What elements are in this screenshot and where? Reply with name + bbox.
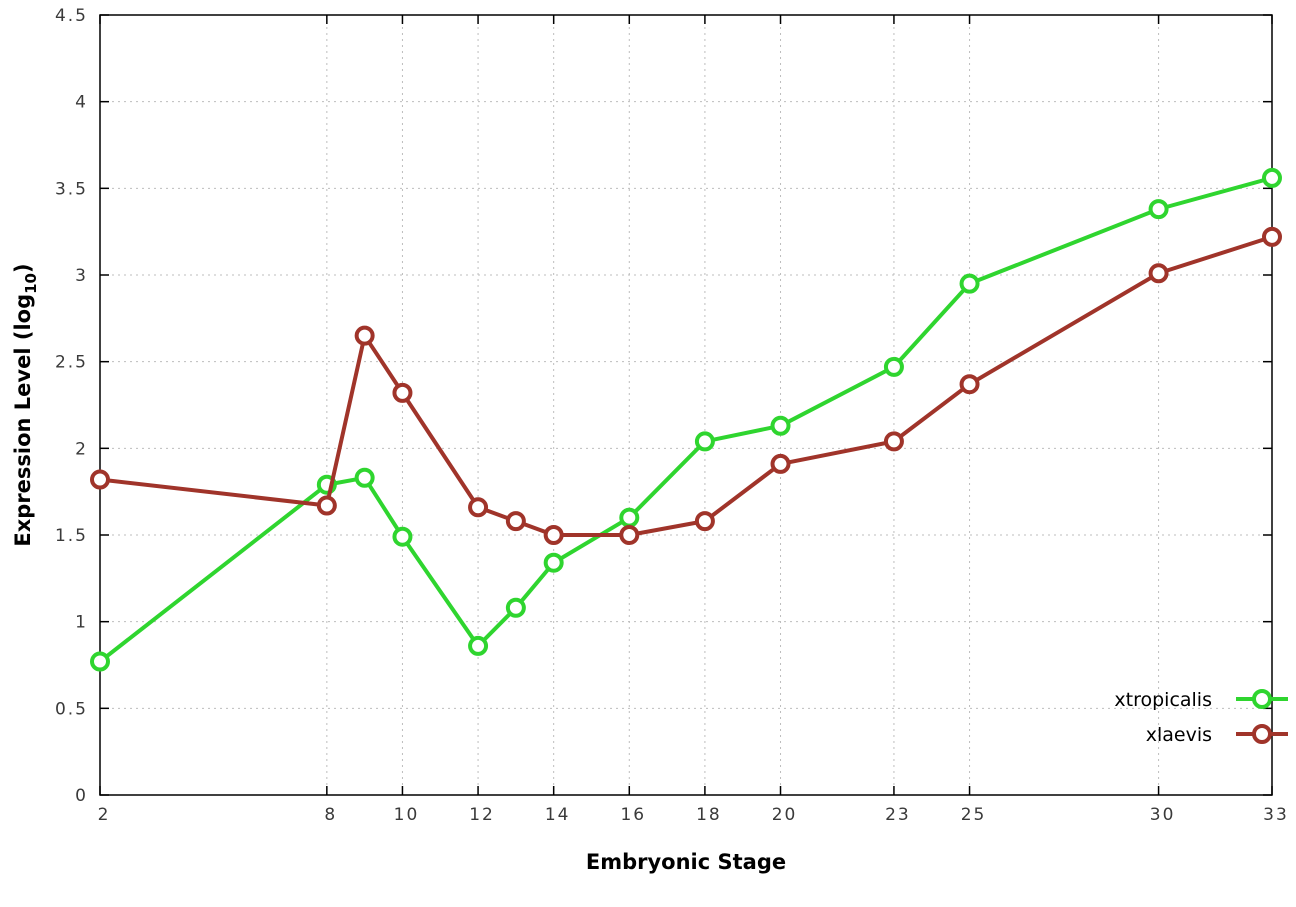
x-tick-label: 14 [545,805,571,825]
x-tick-label: 18 [696,805,722,825]
data-point-xtropicalis [90,651,110,672]
series-line-xlaevis [98,234,1274,537]
y-axis-title: Expression Level (log10) [11,263,40,546]
x-tick-label: 2 [98,805,111,825]
data-point-xtropicalis [1148,199,1169,220]
data-point-xlaevis [770,453,791,474]
data-point-xlaevis [468,497,489,518]
x-tick-label: 23 [885,805,911,825]
data-point-xtropicalis [959,273,980,294]
y-tick-label: 3.5 [55,179,88,199]
x-tick-label: 12 [469,805,495,825]
data-point-xtropicalis [694,431,715,452]
data-point-xlaevis [883,431,904,452]
y-tick-label: 1 [75,613,88,633]
data-point-xtropicalis [543,552,564,573]
y-tick-label: 4.5 [55,6,88,26]
data-point-xtropicalis [770,415,791,436]
x-tick-label: 33 [1263,805,1289,825]
y-tick-label: 2 [75,439,88,459]
data-point-xlaevis [90,469,110,490]
x-tick-label: 10 [394,805,420,825]
y-tick-label: 0 [75,786,88,806]
data-point-xlaevis [694,511,715,532]
data-point-xtropicalis [468,635,489,656]
y-axis-title-close: ) [11,263,35,273]
data-point-xtropicalis [1262,167,1282,188]
legend-item-xlaevis: xlaevis [1146,724,1288,746]
y-tick-label: 1.5 [55,526,88,546]
plot-border [99,14,1273,796]
data-point-xlaevis [1148,263,1169,284]
legend-item-xtropicalis: xtropicalis [1114,689,1288,711]
data-point-xlaevis [354,325,375,346]
x-tick-label: 20 [772,805,798,825]
y-tick-label: 4 [75,93,88,113]
x-tick-label: 25 [961,805,987,825]
legend-sample-marker [1252,689,1272,709]
data-point-xlaevis [1262,226,1282,247]
data-point-xlaevis [959,374,980,395]
data-point-xtropicalis [883,356,904,377]
x-tick-label: 8 [324,805,337,825]
x-tick-label: 30 [1150,805,1176,825]
y-tick-label: 0.5 [55,699,88,719]
y-tick-label: 3 [75,266,88,286]
legend-label-xtropicalis: xtropicalis [1114,689,1212,711]
legend-sample-marker [1252,724,1272,744]
x-axis-title: Embryonic Stage [586,850,786,874]
data-point-xtropicalis [619,507,640,528]
y-tick-label: 2.5 [55,353,88,373]
legend-label-xlaevis: xlaevis [1146,724,1212,746]
series-layer [90,167,1282,672]
data-point-xtropicalis [505,597,526,618]
ticks-layer: 2 8 10 12 14 16 18 20 23 25 30 33 0 0.5 1 1.5 2 2.5 3 3.5 4 4… [55,6,1289,825]
data-point-xtropicalis [392,526,413,547]
data-point-xlaevis [619,525,640,545]
x-tick-label: 16 [620,805,646,825]
data-point-xtropicalis [354,467,375,488]
series-line-xtropicalis [98,175,1274,664]
data-point-xlaevis [392,382,413,403]
y-axis-title-subscript: 10 [22,273,40,294]
y-axis-title-main: Expression Level (log [11,294,35,547]
data-point-xlaevis [543,525,564,545]
grid-layer [99,14,1273,796]
data-point-xlaevis [316,495,337,516]
legend: xtropicalis xlaevis [1114,689,1288,746]
data-point-xlaevis [505,511,526,532]
